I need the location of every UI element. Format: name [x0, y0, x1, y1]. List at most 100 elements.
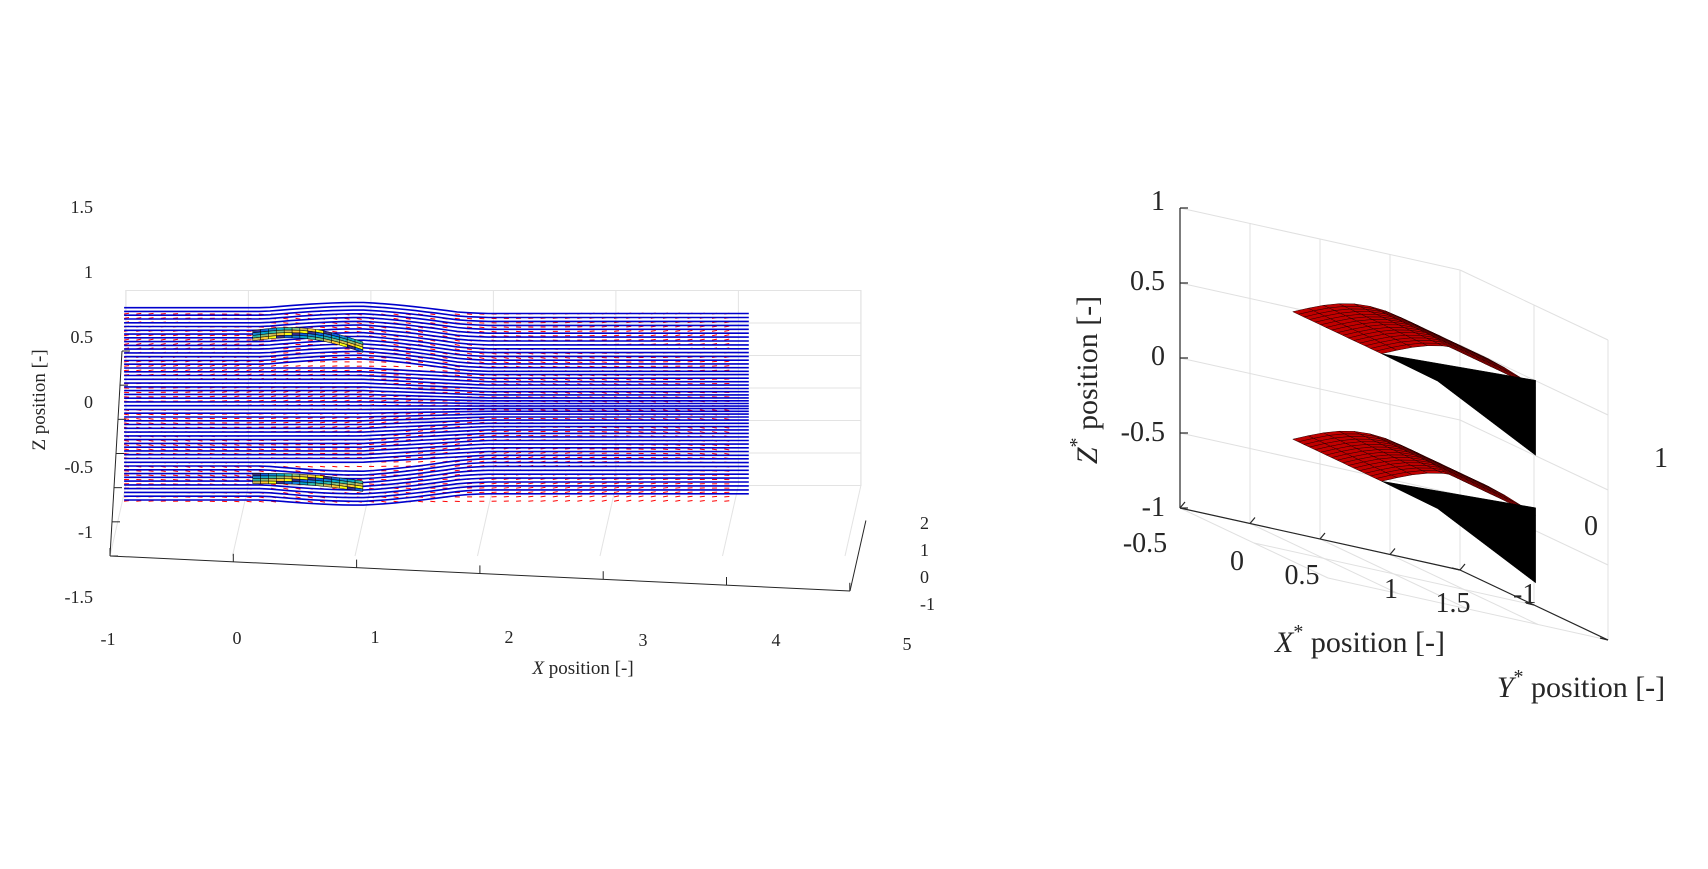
- quiver-arrow: [283, 365, 289, 367]
- streamline: [124, 316, 749, 331]
- airfoil-panel: [299, 335, 309, 340]
- quiver-arrow: [466, 434, 473, 437]
- streamline: [124, 450, 749, 460]
- quiver-arrow: [356, 395, 362, 398]
- quiver-arrow: [381, 330, 387, 333]
- quiver-arrow: [185, 444, 191, 447]
- quiver-arrow: [613, 491, 620, 494]
- quiver-arrow: [246, 448, 252, 451]
- grid-line: [354, 485, 372, 557]
- right-z-tick: -1: [1142, 492, 1165, 523]
- quiver-arrow: [295, 313, 301, 316]
- left-x-tick: 0: [233, 628, 242, 648]
- quiver-arrow: [246, 369, 252, 372]
- quiver-arrow: [148, 444, 154, 447]
- quiver-arrow: [613, 378, 620, 381]
- quiver-arrow: [332, 390, 338, 393]
- quiver-arrow: [454, 421, 460, 424]
- right-axes: [1179, 207, 1609, 641]
- quiver-arrow: [283, 360, 289, 363]
- streamline: [124, 367, 749, 376]
- quiver-arrow: [442, 361, 448, 364]
- quiver-arrow: [124, 312, 130, 315]
- quiver-arrow: [638, 418, 644, 420]
- streamline: [124, 432, 749, 441]
- quiver-arrow: [356, 391, 362, 393]
- quiver-arrow: [430, 339, 436, 342]
- quiver-arrow: [638, 378, 644, 381]
- left-y-tick: 2: [920, 513, 929, 533]
- quiver-arrow: [234, 391, 240, 393]
- quiver-arrow: [246, 470, 252, 473]
- quiver-arrow: [332, 326, 338, 329]
- quiver-arrow: [123, 343, 130, 345]
- quiver-arrow: [258, 500, 264, 503]
- quiver-arrow: [344, 399, 350, 402]
- quiver-arrow: [344, 395, 350, 398]
- quiver-arrow: [418, 456, 424, 459]
- quiver-arrow: [209, 474, 215, 477]
- airfoil-panel: [283, 327, 293, 331]
- quiver-arrow: [662, 329, 669, 332]
- quiver-arrow: [663, 487, 669, 489]
- quiver-arrow: [638, 499, 644, 502]
- airfoil-panel: [252, 473, 261, 477]
- right-z-tick: 1: [1151, 186, 1165, 217]
- quiver-arrow: [270, 395, 277, 398]
- y-tick: [1451, 567, 1461, 571]
- quiver-arrow: [332, 395, 338, 398]
- quiver-arrow: [417, 412, 424, 415]
- left-x-tick-labels: -1 0 1 2 3 4 5: [101, 627, 912, 654]
- airfoil-panel: [283, 329, 293, 333]
- quiver-arrow: [589, 365, 595, 368]
- quiver-arrow: [724, 452, 730, 455]
- quiver-arrow: [454, 374, 460, 377]
- quiver-arrow: [258, 390, 264, 393]
- quiver-arrow: [234, 496, 240, 499]
- quiver-arrow: [516, 491, 522, 494]
- quiver-arrow: [234, 399, 240, 402]
- grid-line: [109, 485, 127, 557]
- quiver-arrow: [528, 500, 534, 502]
- quiver-arrow: [221, 474, 228, 477]
- quiver-arrow: [503, 482, 509, 485]
- quiver-arrow: [466, 348, 473, 351]
- quiver-arrow: [613, 418, 620, 420]
- quiver-arrow: [626, 325, 632, 328]
- quiver-arrow: [626, 418, 632, 420]
- quiver-arrow: [638, 431, 644, 433]
- quiver-arrow: [650, 325, 656, 328]
- quiver-arrow: [270, 500, 277, 503]
- quiver-arrow: [185, 448, 191, 451]
- quiver-arrow: [613, 486, 620, 489]
- quiver-arrow: [197, 391, 203, 393]
- quiver-arrow: [258, 448, 264, 451]
- airfoil-panel: [307, 482, 316, 486]
- streamline: [124, 301, 749, 315]
- streamline: [124, 489, 749, 503]
- quiver-arrow: [503, 456, 509, 459]
- quiver-arrow: [283, 317, 289, 320]
- quiver-arrow: [320, 426, 326, 428]
- right-x-axis-label: X* position [-]: [1274, 621, 1445, 659]
- quiver-arrow: [356, 317, 362, 320]
- quiver-arrow: [222, 343, 228, 345]
- quiver-arrow: [564, 491, 571, 494]
- quiver-arrow: [319, 395, 326, 398]
- quiver-arrow: [552, 456, 558, 459]
- quiver-arrow: [172, 364, 179, 367]
- quiver-arrow: [172, 448, 179, 451]
- quiver-arrow: [332, 425, 338, 428]
- quiver-arrow: [246, 478, 252, 481]
- quiver-arrow: [271, 452, 277, 455]
- quiver-arrow: [172, 369, 179, 372]
- streamline: [124, 309, 749, 323]
- right-wing-surfaces: [1292, 303, 1536, 584]
- quiver-arrow: [613, 499, 620, 502]
- quiver-arrow: [430, 343, 436, 346]
- quiver-arrow: [662, 334, 669, 337]
- quiver-arrow: [197, 448, 203, 451]
- quiver-arrow: [577, 365, 583, 368]
- quiver-arrow: [687, 329, 693, 332]
- quiver-arrow: [393, 313, 399, 316]
